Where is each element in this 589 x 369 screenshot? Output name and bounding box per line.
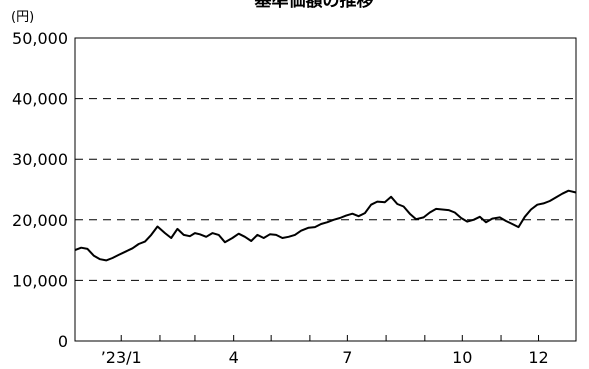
plot-frame xyxy=(74,37,577,342)
x-tick-label: ’23/1 xyxy=(101,348,142,367)
y-axis-unit-label: (円) xyxy=(11,10,34,25)
series xyxy=(74,189,577,262)
grid-lines xyxy=(75,98,576,281)
y-tick-label: 20,000 xyxy=(12,211,68,230)
x-tick-label: 12 xyxy=(528,348,548,367)
y-axis: 0 10,000 20,000 30,000 40,000 50,000 xyxy=(12,29,68,351)
x-axis: ’23/1 4 7 10 12 xyxy=(101,335,549,367)
series-line xyxy=(74,189,577,262)
x-tick-label: 7 xyxy=(342,348,352,367)
y-tick-label: 50,000 xyxy=(12,29,68,48)
y-tick-label: 40,000 xyxy=(12,90,68,109)
x-tick-label: 4 xyxy=(229,348,239,367)
y-tick-label: 10,000 xyxy=(12,271,68,290)
x-tick-label: 10 xyxy=(452,348,472,367)
y-tick-label: 30,000 xyxy=(12,150,68,169)
chart-title: 基準価額の推移 xyxy=(254,0,374,11)
y-tick-label: 0 xyxy=(58,332,68,351)
